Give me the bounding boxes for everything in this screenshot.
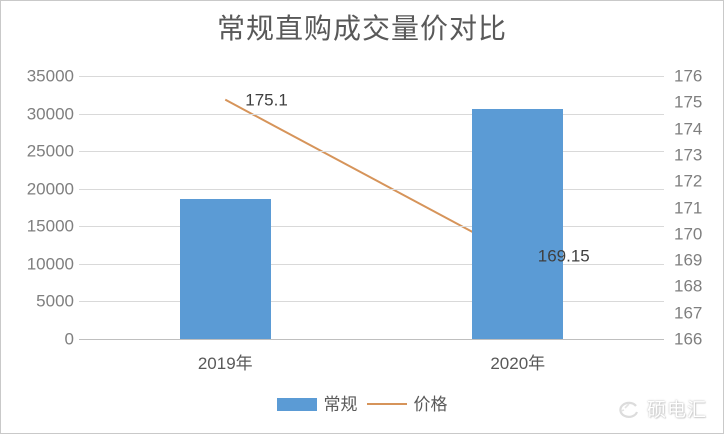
left-axis-tick-label: 5000 (36, 291, 74, 311)
line-series-swatch (366, 403, 407, 405)
line-point-label: 169.15 (537, 246, 590, 266)
bar-2019年 (179, 199, 271, 339)
gridline (79, 263, 664, 265)
left-axis-tick-label: 25000 (26, 141, 74, 161)
line-point-label: 175.1 (245, 90, 288, 110)
watermark: 硕电汇 (616, 397, 707, 423)
right-axis-tick-label: 169 (674, 250, 703, 270)
left-axis-tick-label: 15000 (26, 216, 74, 236)
right-axis-tick-label: 171 (674, 198, 703, 217)
right-axis-tick-label: 166 (674, 329, 703, 349)
gridline (79, 339, 664, 340)
price-line-path (224, 98, 519, 258)
chart-title: 常规直购成交量价对比 (216, 14, 507, 45)
right-axis-tick-label: 172 (674, 171, 703, 191)
gridline (79, 151, 664, 153)
right-axis-tick-label: 168 (674, 276, 703, 296)
watermark-text: 硕电汇 (646, 399, 707, 421)
plot-area (79, 76, 664, 340)
left-axis-tick-label: 20000 (26, 179, 74, 199)
right-axis-tick-label: 174 (674, 119, 703, 139)
gridline (79, 76, 664, 77)
right-axis-tick-label: 175 (674, 92, 703, 112)
gridline (79, 188, 664, 190)
left-axis-tick-label: 10000 (26, 254, 74, 274)
x-axis-category-label: 2019年 (197, 354, 253, 373)
gridline (79, 301, 664, 303)
line-series-label: 价格 (413, 394, 448, 414)
right-axis-tick-label: 176 (674, 66, 703, 86)
legend: 常规 价格 (1, 394, 723, 414)
bar-2020年 (472, 109, 564, 339)
swirl-logo-icon (619, 401, 639, 418)
right-axis-tick-label: 170 (674, 224, 703, 244)
legend-item-bar-series: 常规 (276, 394, 358, 414)
right-axis-tick-label: 173 (674, 145, 703, 165)
left-axis-tick-label: 35000 (26, 66, 74, 86)
price-line (224, 98, 519, 258)
left-axis-tick-label: 30000 (26, 104, 74, 124)
x-axis-category-label: 2020年 (490, 354, 546, 373)
legend-item-line-series: 价格 (366, 394, 448, 414)
bar-series-label: 常规 (323, 394, 358, 414)
left-axis-tick-label: 0 (64, 329, 74, 349)
right-axis-tick-label: 167 (674, 303, 703, 323)
gridline (79, 226, 664, 228)
gridline (79, 113, 664, 115)
bar-series-swatch (276, 397, 317, 411)
